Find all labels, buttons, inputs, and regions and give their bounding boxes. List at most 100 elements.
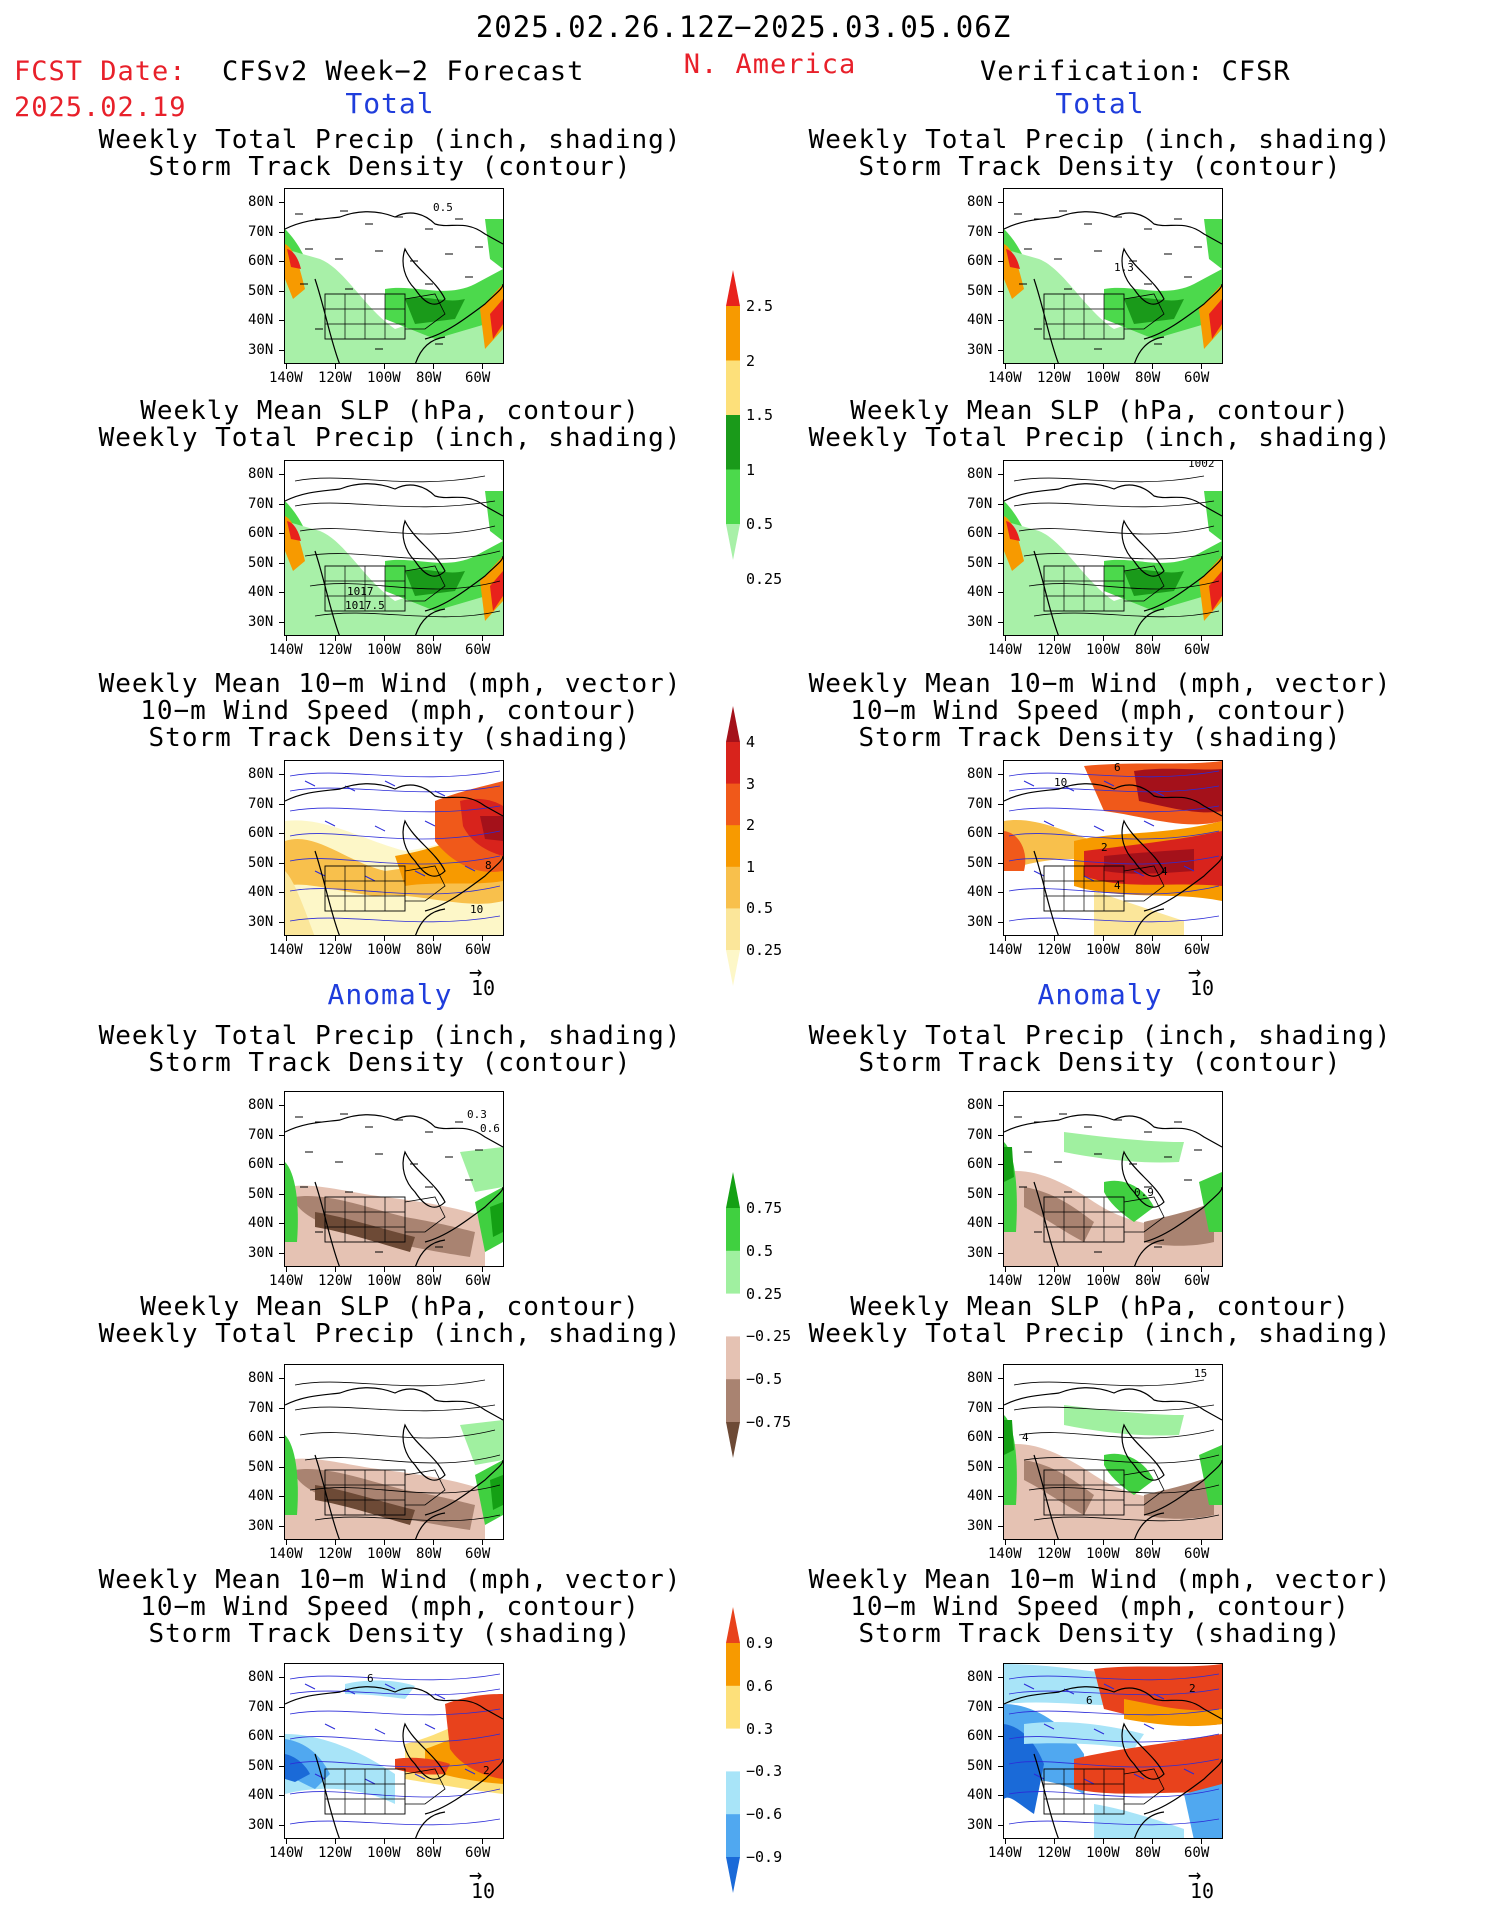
lon-tick-label: 140W (988, 642, 1022, 658)
colorbar-graphic (726, 1607, 740, 1893)
colorbar-top-triangle (726, 1607, 740, 1643)
lon-tick (1201, 636, 1202, 641)
lat-tick-label: 30N (967, 1517, 993, 1534)
lat-tick (279, 921, 284, 923)
map-l4: 0.30.6 (285, 1108, 503, 1266)
lon-tick (482, 1267, 483, 1272)
lat-tick (279, 320, 284, 321)
lat-tick-label: 70N (967, 795, 993, 812)
colorbar-tick-label: 0.6 (746, 1676, 774, 1695)
lon-tick (482, 636, 483, 641)
colorbar-tick-label: −0.75 (746, 1413, 792, 1431)
colorbar-tick-label: 4 (746, 733, 756, 751)
lon-tick (1054, 1839, 1055, 1844)
colorbar-tick-label: 2.5 (746, 297, 774, 315)
lon-tick-label: 140W (269, 1546, 303, 1562)
lon-tick-label: 80W (416, 1845, 442, 1861)
map-panel-r5: 15 4 (1003, 1364, 1223, 1540)
lat-tick-label: 70N (967, 1698, 993, 1715)
lat-tick (998, 892, 1003, 893)
lat-tick-label: 30N (248, 341, 274, 358)
lon-tick (1005, 1267, 1006, 1272)
map-r4: 0.9 (1004, 1113, 1222, 1266)
contour-label: 2 (1101, 841, 1108, 854)
lon-tick (1103, 1540, 1104, 1545)
lat-tick (279, 1252, 284, 1254)
lat-tick (998, 862, 1003, 864)
lon-tick (1103, 364, 1104, 369)
lat-tick-label: 50N (967, 1458, 993, 1475)
caption-l5-line2: Weekly Total Precip (inch, shading) (98, 1319, 682, 1349)
contour-label: 4 (1114, 879, 1121, 892)
vector-reference-arrow: → (469, 960, 483, 985)
lat-tick-label: 40N (967, 1787, 993, 1803)
colorbar-tick-label: −0.9 (746, 1848, 783, 1866)
lat-tick-label: 30N (248, 613, 274, 630)
lat-tick (998, 1496, 1003, 1497)
contour-label: 8 (485, 859, 492, 872)
lon-tick-label: 60W (465, 942, 491, 958)
colorbar-storm-anom: 0.9 0.6 0.3 −0.3 −0.6 −0.9 (726, 1607, 782, 1893)
lon-tick-label: 100W (367, 1546, 401, 1562)
lat-tick-label: 30N (248, 1816, 274, 1833)
lat-tick-label: 80N (967, 466, 993, 482)
period-title: 2025.02.26.12Z−2025.03.05.06Z (475, 10, 1012, 44)
caption-r3-line1: Weekly Mean 10−m Wind (mph, vector) (808, 669, 1392, 699)
lat-tick-label: 60N (967, 1156, 993, 1172)
lat-tick (998, 1824, 1003, 1826)
lat-tick-label: 70N (967, 1399, 993, 1416)
lon-tick-label: 120W (318, 942, 352, 958)
shading-region (1199, 1445, 1222, 1505)
caption-l2-line2: Weekly Total Precip (inch, shading) (98, 423, 682, 453)
lon-tick-label: 120W (1037, 1546, 1071, 1562)
lon-tick-label: 60W (1184, 942, 1210, 958)
caption-r6-line3: Storm Track Density (shading) (858, 1619, 1342, 1649)
lon-tick (1201, 1839, 1202, 1844)
lon-tick (1005, 636, 1006, 641)
lon-tick-label: 60W (1184, 642, 1210, 658)
section-anomaly-left: Anomaly (327, 978, 453, 1011)
lat-tick (998, 1736, 1003, 1737)
contour-label: 0.9 (1134, 1186, 1154, 1199)
lon-tick-label: 80W (1135, 1845, 1161, 1861)
lat-tick-label: 80N (248, 466, 274, 482)
lon-tick (433, 936, 434, 941)
lat-tick-label: 40N (248, 1215, 274, 1231)
lon-tick-label: 60W (465, 1845, 491, 1861)
section-total-right: Total (1055, 87, 1145, 120)
colorbar-tick-label: −0.6 (746, 1805, 783, 1824)
lon-tick-label: 120W (318, 1273, 352, 1289)
caption-l3-line2: 10−m Wind Speed (mph, contour) (140, 696, 640, 726)
shading-region (480, 816, 503, 841)
lat-tick (998, 1706, 1003, 1708)
lat-tick (279, 1105, 284, 1106)
lon-tick (1054, 1267, 1055, 1272)
caption-l2-line1: Weekly Mean SLP (hPa, contour) (140, 396, 640, 426)
caption-l5-line1: Weekly Mean SLP (hPa, contour) (140, 1292, 640, 1322)
lon-tick (384, 636, 385, 641)
map-panel-r3: 6 10 2 4 4 (1003, 760, 1223, 936)
lat-tick-label: 70N (967, 223, 993, 240)
lat-tick (998, 1134, 1003, 1136)
colorbar-segment (726, 866, 740, 909)
lat-tick-label: 70N (967, 495, 993, 512)
map-panel-l2: 1017 1017.5 (284, 460, 504, 636)
lat-tick-label: 40N (967, 312, 993, 328)
shading-region (1209, 299, 1222, 339)
lon-tick (1152, 1267, 1153, 1272)
lat-tick-label: 70N (248, 795, 274, 812)
colorbar-tick-label: 0.9 (746, 1634, 774, 1652)
shading-region (460, 798, 503, 856)
map-panel-l4: 0.3 0.6 (284, 1091, 504, 1267)
lat-tick (279, 774, 284, 775)
lon-tick (433, 1839, 434, 1844)
shading-region (1064, 1405, 1184, 1436)
lon-tick-label: 140W (269, 942, 303, 958)
lon-tick-label: 120W (1037, 370, 1071, 386)
lon-tick-label: 120W (1037, 642, 1071, 658)
lat-tick (279, 1378, 284, 1379)
contour-label: 2 (1189, 1682, 1196, 1695)
lat-tick-label: 50N (967, 1757, 993, 1774)
lon-tick-label: 80W (1135, 1546, 1161, 1562)
lat-tick (998, 202, 1003, 203)
